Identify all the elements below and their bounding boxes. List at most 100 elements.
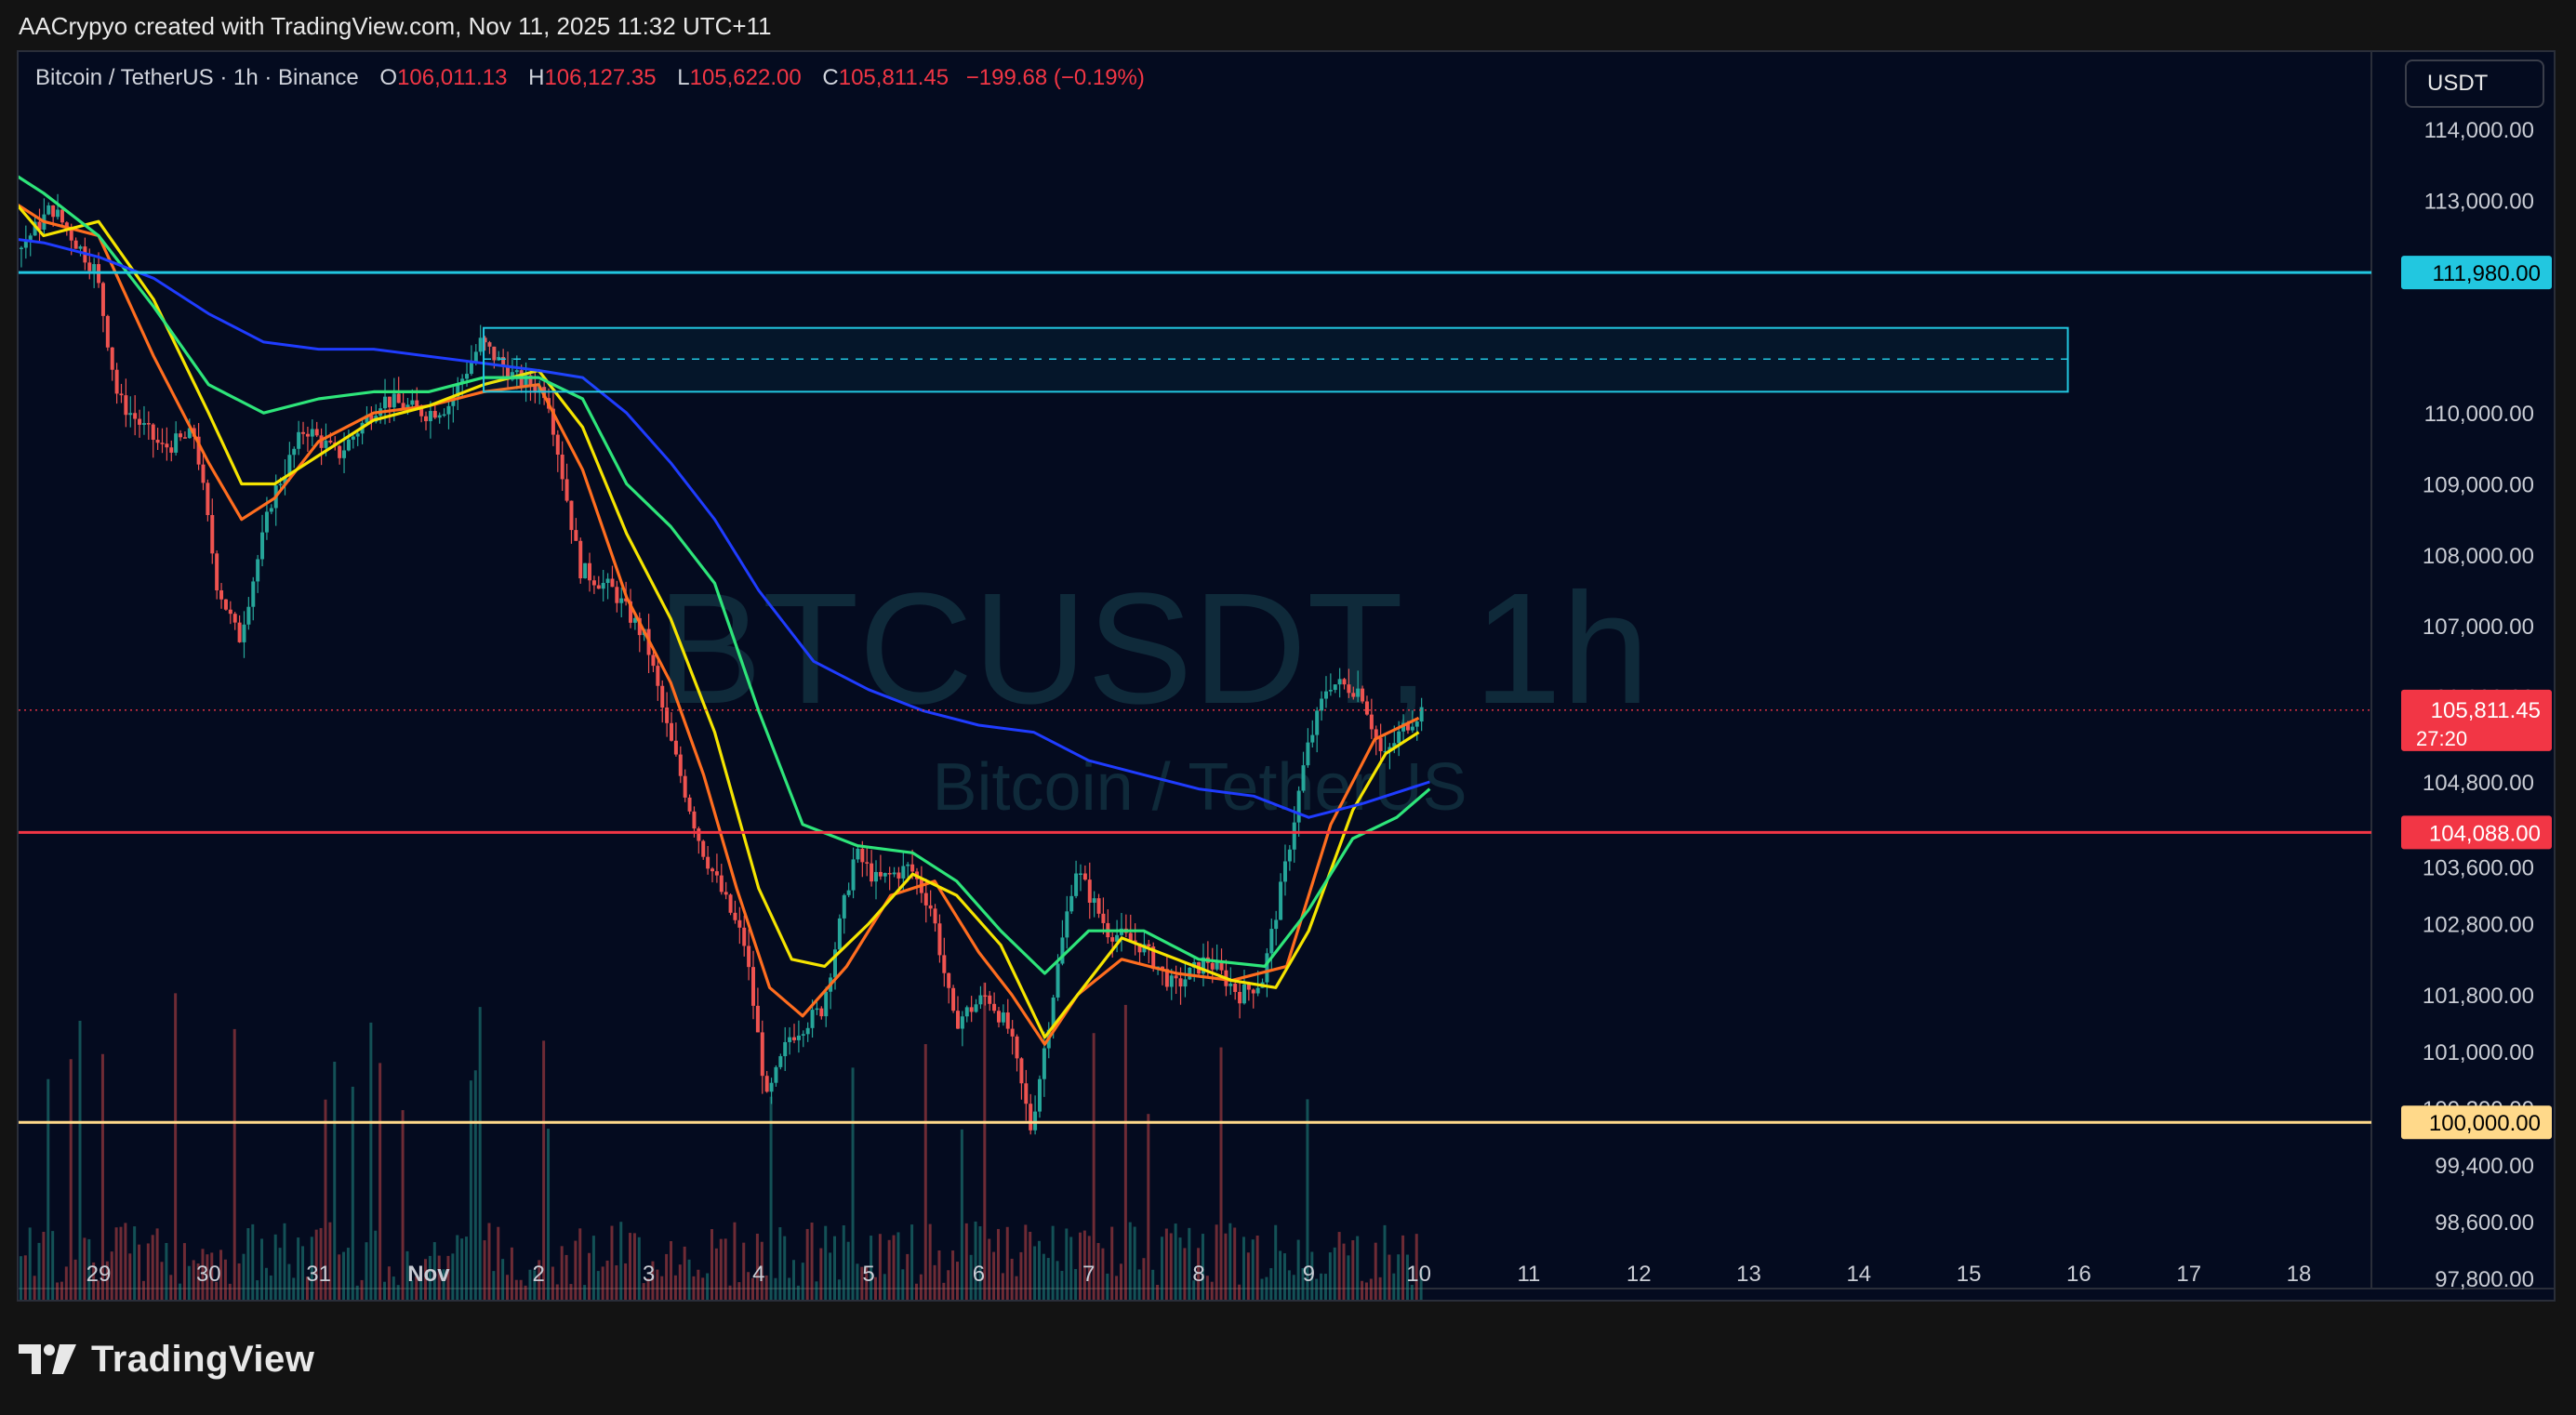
candle-body (1337, 679, 1342, 685)
volume-bar (733, 1222, 737, 1300)
candle-body (856, 848, 860, 860)
candle-body (383, 396, 388, 409)
candle-body (456, 383, 460, 397)
candle-body (1074, 873, 1079, 896)
candle-body (1101, 913, 1106, 923)
chart-frame[interactable]: BTCUSDT, 1h Bitcoin / TetherUS 114,000.00 1… (17, 50, 2556, 1302)
candle-body (1292, 822, 1296, 850)
volume-bar (547, 1129, 551, 1300)
close-value: 105,811.45 (838, 65, 949, 90)
volume-bar (778, 1227, 782, 1300)
candle-body (432, 411, 437, 418)
candle-body (351, 436, 355, 440)
y-tick-label: 114,000.00 (2424, 118, 2534, 143)
volume-bar (146, 1243, 150, 1300)
candle-body (764, 1076, 769, 1092)
volume-bar (801, 1263, 804, 1300)
volume-bar (996, 1228, 1000, 1300)
candle-body (1369, 714, 1374, 730)
candle-body (328, 440, 333, 443)
candle-body (1056, 963, 1060, 998)
volume-bar (1364, 1282, 1368, 1300)
candle-body (673, 740, 678, 755)
candle-body (933, 908, 937, 924)
volume-bar (673, 1275, 677, 1300)
candle-body (1137, 943, 1142, 953)
volume-bar (810, 1223, 814, 1300)
volume-bar (591, 1236, 595, 1300)
close-label: C (822, 65, 839, 90)
volume-bar (1128, 1222, 1132, 1300)
volume-bar (574, 1240, 578, 1300)
volume-bar (914, 1283, 918, 1300)
volume-bar (519, 1279, 523, 1300)
low-label: L (677, 65, 690, 90)
y-tick-label: 108,000.00 (2423, 544, 2534, 569)
volume-bar (314, 1229, 318, 1300)
candle-body (415, 400, 419, 407)
price-chart[interactable]: BTCUSDT, 1h Bitcoin / TetherUS 114,000.00 1… (19, 52, 2556, 1302)
candle-body (51, 205, 56, 218)
volume-bar (228, 1283, 232, 1300)
ma-mid-line (19, 204, 1420, 1039)
candle-body (179, 433, 183, 438)
candle-body (387, 396, 392, 408)
volume-bar (1001, 1273, 1004, 1300)
x-tick-label: 12 (1627, 1262, 1652, 1287)
candle-body (974, 1004, 978, 1012)
candle-body (564, 479, 569, 501)
y-tick-label: 107,000.00 (2423, 615, 2534, 640)
volume-bar (883, 1274, 886, 1300)
volume-bar (887, 1239, 891, 1300)
volume-bar (1401, 1235, 1405, 1300)
volume-bar (1082, 1230, 1086, 1300)
candle-body (1246, 984, 1251, 990)
volume-bar (660, 1276, 664, 1300)
candle-body (1301, 765, 1306, 791)
volume-bar (1306, 1099, 1309, 1300)
volume-bar (538, 1260, 541, 1300)
volume-bar (1156, 1284, 1160, 1300)
currency-button[interactable]: USDT (2405, 60, 2544, 108)
volume-bar (64, 1266, 68, 1300)
candle-body (1210, 962, 1215, 970)
volume-bar (951, 1250, 955, 1300)
volume-bar (324, 1099, 327, 1300)
candle-body (492, 346, 497, 361)
candle-body (100, 283, 105, 316)
x-tick-label: 30 (196, 1262, 221, 1287)
candle-body (465, 374, 470, 379)
volume-bar (1174, 1223, 1177, 1300)
x-tick-label: 14 (1846, 1262, 1871, 1287)
ma-long-line (19, 238, 1430, 819)
candle-body (701, 840, 706, 857)
candle-body (37, 221, 42, 230)
candle-body (210, 515, 215, 554)
volume-bar (1251, 1239, 1255, 1300)
level-tag-104088-bg (2401, 815, 2552, 850)
candle-body (796, 1035, 801, 1040)
candle-body (501, 356, 506, 366)
volume-bar (187, 1265, 191, 1300)
volume-bar (1137, 1269, 1141, 1300)
candle-body (1183, 979, 1188, 987)
volume-bar (28, 1227, 32, 1300)
volume-bar (1123, 1004, 1127, 1300)
volume-bar (1397, 1254, 1401, 1300)
volume-bar (1301, 1268, 1305, 1300)
volume-bar (1115, 1276, 1119, 1300)
candle-body (842, 894, 846, 919)
candle-body (1005, 1012, 1010, 1029)
volume-bar (1378, 1276, 1382, 1300)
candle-body (978, 995, 983, 1005)
volume-bar (128, 1253, 132, 1300)
candle-body (1282, 861, 1287, 882)
volume-bar (401, 1110, 405, 1300)
volume-bar (97, 1280, 100, 1300)
candle-body (1310, 734, 1315, 743)
candle-body (555, 434, 560, 455)
x-tick-label: 2 (533, 1262, 545, 1287)
candle-body (28, 235, 33, 242)
candle-body (1364, 701, 1369, 715)
volume-bar (196, 1263, 200, 1300)
